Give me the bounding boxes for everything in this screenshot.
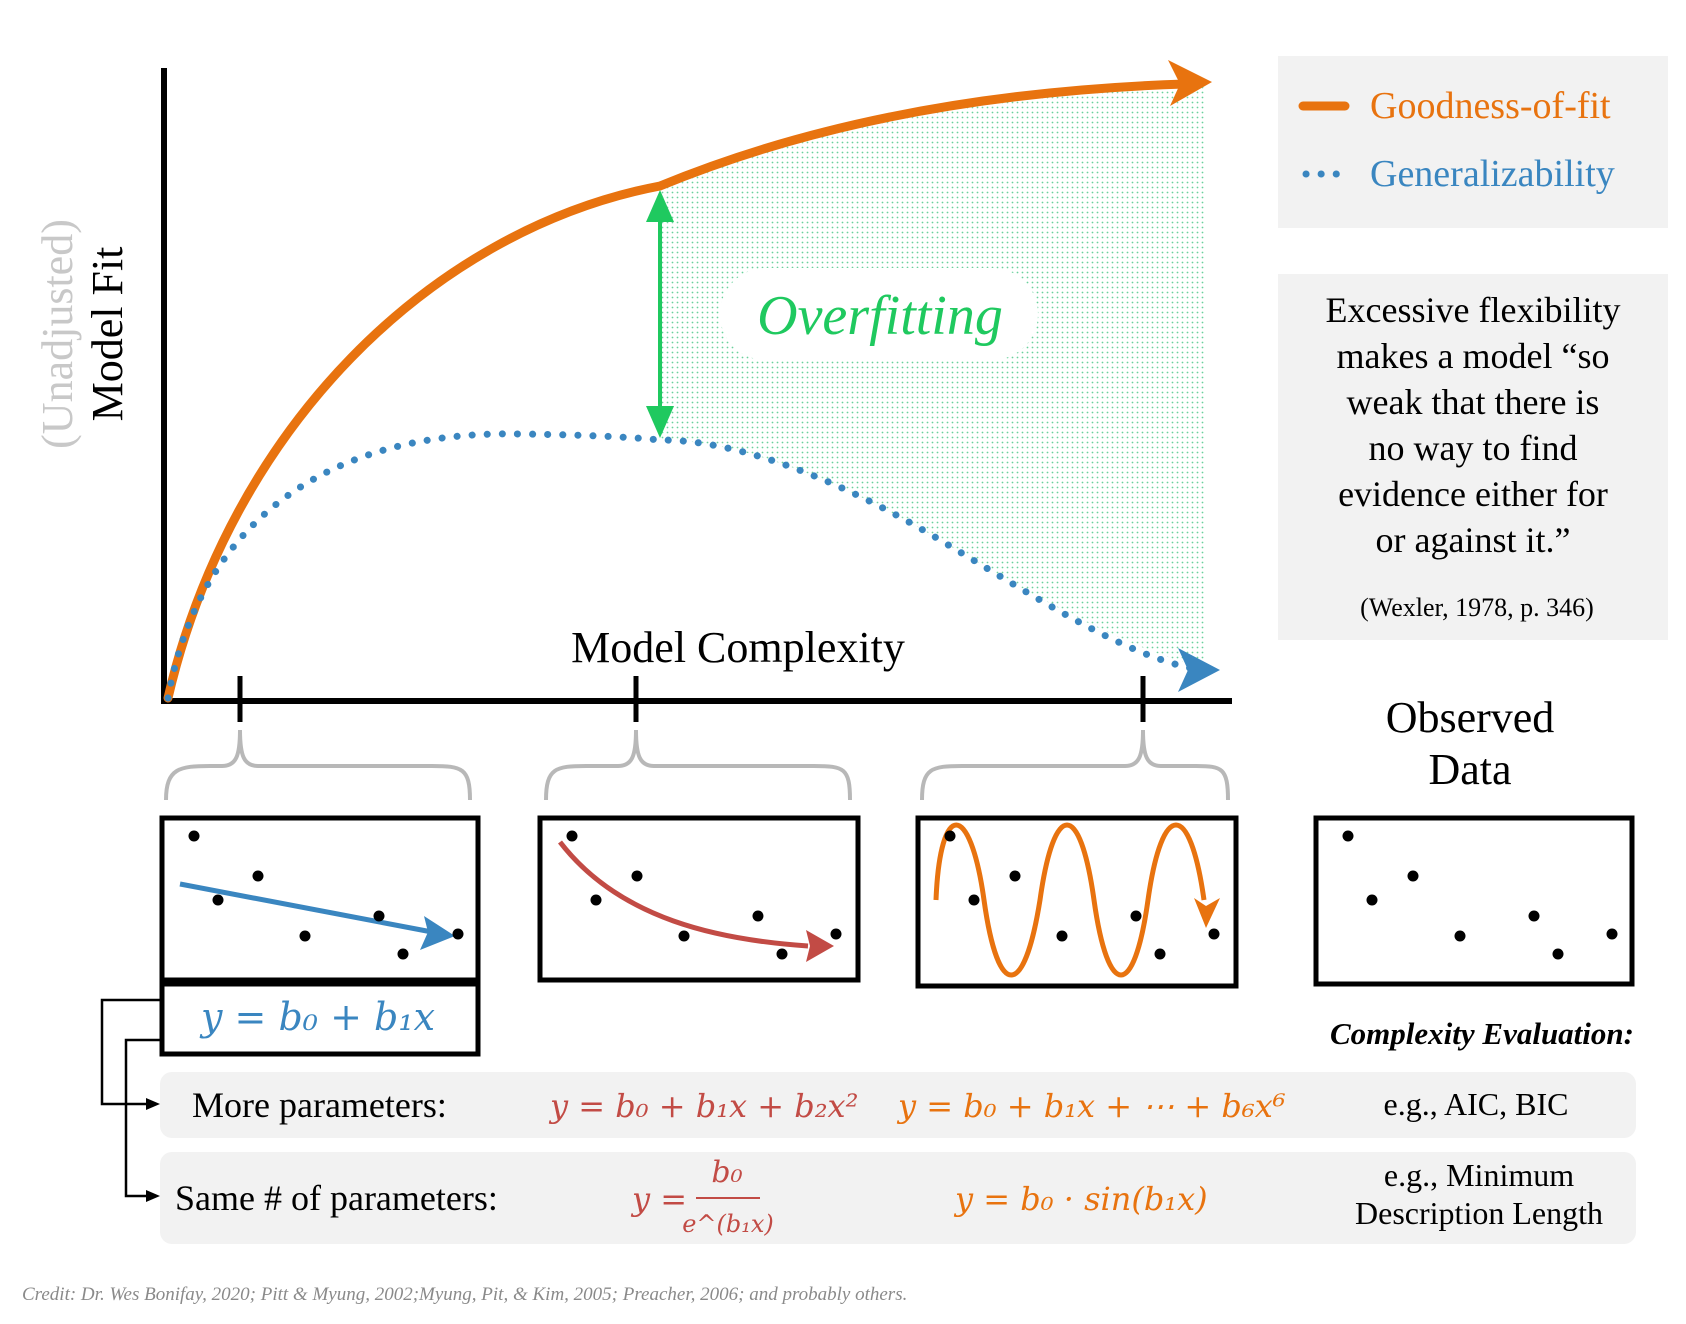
linear-equation-box [159,981,481,1057]
quote-line: no way to find [1369,428,1578,468]
same-parameters-label: Same # of parameters: [175,1178,498,1218]
quote-line: makes a model “so [1337,336,1610,376]
y-axis-label-adjustment: (Unadjusted) [33,219,82,449]
observed-data-heading: Observed [1386,693,1555,742]
linear-fit-arrowhead [420,916,455,950]
exponential-fit-curve [558,840,809,949]
data-points [188,830,464,960]
credit-line: Credit: Dr. Wes Bonifay, 2020; Pitt & My… [22,1284,907,1305]
complexity-evaluation-title: Complexity Evaluation: [1330,1016,1634,1051]
connector-arrow-more [100,998,162,1106]
mdl-label: e.g., Minimum [1384,1157,1574,1193]
same-parameters-row [160,1152,1636,1244]
brace [544,729,852,801]
y-axis-label: Model Fit [83,247,132,422]
aic-bic-label: e.g., AIC, BIC [1384,1086,1569,1122]
legend-goodness-label: Goodness-of-fit [1370,85,1611,127]
exponential-equation-numerator: b₀ [711,1155,742,1190]
connector-arrowhead [146,1190,160,1202]
overfitting-arrowhead-up [646,190,674,222]
data-points [944,830,1220,960]
overfitting-label: Overfitting [757,285,1003,347]
mini-plot-linear [159,815,481,983]
quote-line: Excessive flexibility [1326,290,1621,330]
sine-fit-arrowhead [1194,898,1220,928]
quote-line: evidence either for [1338,474,1608,514]
quote-citation: (Wexler, 1978, p. 346) [1360,593,1594,622]
more-parameters-row [160,1072,1636,1138]
generalizability-curve [164,430,1194,702]
legend-generalizability-label: Generalizability [1370,153,1615,195]
overfitting-label-bg [720,268,1038,360]
mdl-label: Description Length [1355,1195,1603,1231]
brace [164,729,472,801]
legend-panel [1278,56,1668,228]
mini-plot-sine [915,815,1239,989]
observed-data-plot [1313,815,1635,987]
polynomial-equation: y = b₀ + b₁x + ⋯ + b₆x⁶ [896,1087,1286,1125]
brace [920,729,1230,801]
data-points [566,830,842,960]
quote-panel [1278,274,1668,640]
overfitting-arrowhead-down [646,406,674,438]
overfitting-region [660,82,1205,668]
quadratic-equation: y = b₀ + b₁x + b₂x² [548,1087,858,1125]
connector-arrowhead [146,1098,160,1110]
connector-arrow-same [124,1038,162,1198]
quote-line: weak that there is [1347,382,1600,422]
linear-equation: y = b₀ + b₁x [199,995,435,1039]
data-points [1342,830,1618,960]
observed-data-heading: Data [1428,745,1511,794]
sine-fit-curve [933,822,1207,978]
sine-equation: y = b₀ · sin(b₁x) [953,1180,1208,1218]
goodness-of-fit-arrowhead [1168,60,1212,106]
goodness-of-fit-curve [163,79,1190,703]
linear-fit-line [179,881,433,935]
exponential-equation-lhs: y = [630,1180,687,1218]
exponential-equation-denominator: e^(b₁x) [682,1210,774,1238]
exponential-fit-arrowhead [806,930,834,962]
more-parameters-label: More parameters: [192,1085,447,1125]
quote-line: or against it.” [1376,520,1571,560]
x-axis-label: Model Complexity [571,623,905,672]
generalizability-arrowhead [1178,648,1220,692]
